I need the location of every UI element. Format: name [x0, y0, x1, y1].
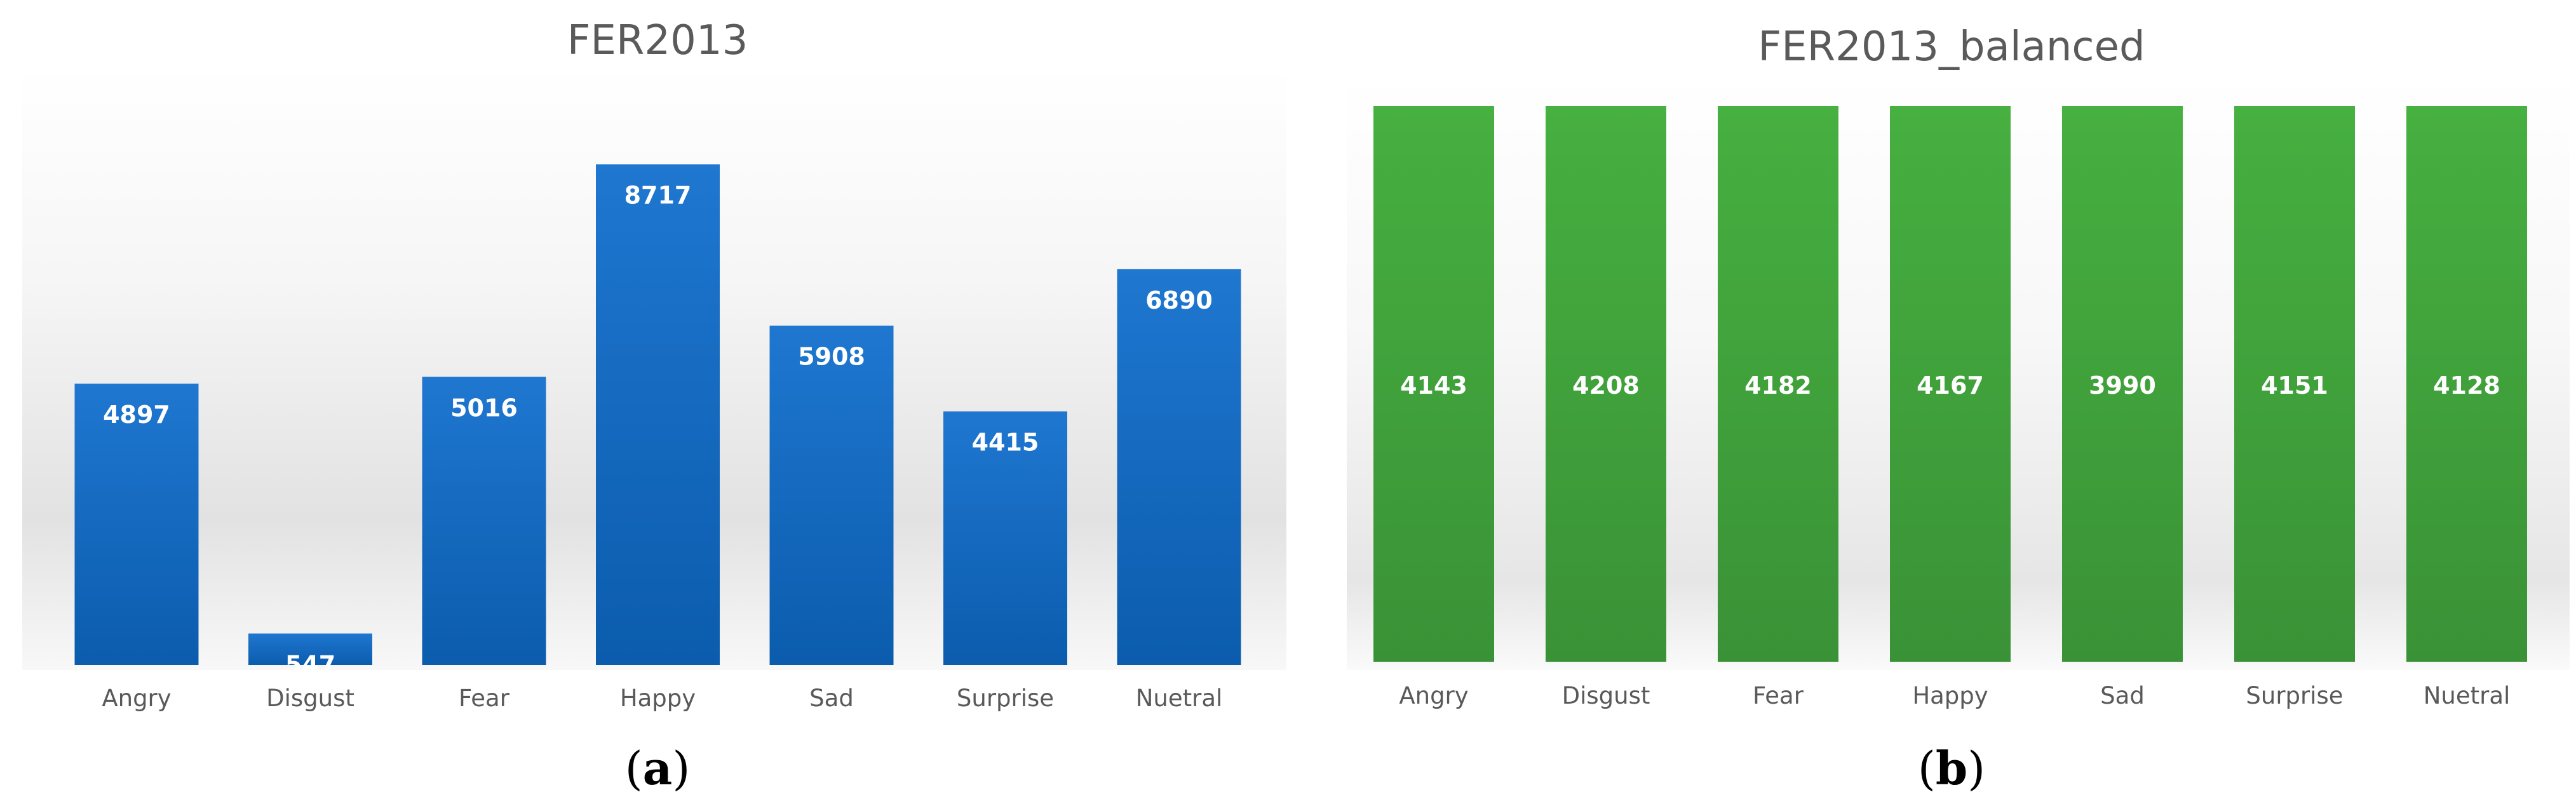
chart-a-data-label-happy: 8717 — [624, 182, 692, 210]
chart-a-tick-label-surprise: Surprise — [957, 685, 1054, 712]
chart-a-tick-label-sad: Sad — [809, 685, 854, 712]
chart-b-tick-label-surprise: Surprise — [2246, 682, 2343, 709]
chart-a-panel-label: (a) — [625, 741, 691, 795]
chart-b-bar-angry — [1373, 106, 1494, 662]
chart-panel-b: FER2013_balanced 4143 Angry 4208 Disgust 418… — [1340, 0, 2576, 804]
chart-b-tick-label-fear: Fear — [1753, 682, 1804, 709]
chart-a-bar-nuetral — [1117, 269, 1241, 665]
chart-b-bar-nuetral — [2406, 106, 2527, 662]
chart-a-tick-label-happy: Happy — [620, 685, 696, 712]
chart-a-bar-happy — [596, 164, 720, 665]
chart-a-data-label-angry: 4897 — [103, 401, 170, 429]
chart-a-data-label-surprise: 4415 — [972, 429, 1039, 457]
chart-a-tick-label-angry: Angry — [102, 685, 171, 712]
chart-b-data-label-angry: 4143 — [1400, 372, 1467, 399]
chart-b-title: FER2013_balanced — [1758, 23, 2145, 70]
chart-b-tick-label-angry: Angry — [1399, 682, 1468, 709]
chart-a-tick-label-fear: Fear — [459, 685, 510, 712]
chart-b-data-label-sad: 3990 — [2089, 372, 2156, 399]
chart-b-tick-label-happy: Happy — [1912, 682, 1988, 709]
chart-panel-a: FER2013 4897 Angry 547 Disgust 5016 Fear 8717 H… — [22, 17, 1286, 795]
chart-b-tick-label-sad: Sad — [2100, 682, 2145, 709]
chart-b-data-label-disgust: 4208 — [1572, 372, 1640, 399]
chart-b-data-label-fear: 4182 — [1744, 372, 1812, 399]
chart-a-title: FER2013 — [567, 17, 748, 64]
chart-a-svg: FER2013 4897 Angry 547 Disgust 5016 Fear 8717 H… — [22, 17, 1286, 795]
chart-a-bar-angry — [74, 384, 199, 665]
chart-a-data-label-nuetral: 6890 — [1145, 286, 1213, 314]
chart-a-data-label-disgust: 547 — [285, 651, 335, 679]
chart-b-bars: 4143 Angry 4208 Disgust 4182 Fear 4167 Happy 399… — [1373, 106, 2527, 709]
chart-b-data-label-nuetral: 4128 — [2433, 372, 2500, 399]
chart-b-svg: FER2013_balanced 4143 Angry 4208 Disgust 418… — [1347, 23, 2570, 795]
chart-b-bar-fear — [1718, 106, 1838, 662]
chart-a-data-label-sad: 5908 — [798, 343, 865, 371]
chart-b-data-label-surprise: 4151 — [2261, 372, 2328, 399]
chart-a-bar-fear — [422, 377, 546, 665]
chart-b-tick-label-nuetral: Nuetral — [2424, 682, 2511, 709]
chart-a-bars: 4897 Angry 547 Disgust 5016 Fear 8717 Happy 5908… — [74, 164, 1241, 712]
chart-b-bar-disgust — [1546, 106, 1666, 662]
chart-a-bar-surprise — [943, 411, 1067, 665]
chart-a-bar-disgust — [248, 633, 372, 665]
chart-a-bar-sad — [769, 325, 894, 665]
chart-b-bar-sad — [2062, 106, 2183, 662]
chart-a-tick-label-disgust: Disgust — [266, 685, 354, 712]
chart-a-data-label-fear: 5016 — [450, 394, 518, 422]
chart-b-tick-label-disgust: Disgust — [1562, 682, 1650, 709]
chart-b-bar-surprise — [2234, 106, 2355, 662]
chart-b-panel-label: (b) — [1918, 741, 1986, 795]
chart-b-bar-happy — [1890, 106, 2011, 662]
chart-a-tick-label-nuetral: Nuetral — [1136, 685, 1223, 712]
chart-b-data-label-happy: 4167 — [1917, 372, 1984, 399]
